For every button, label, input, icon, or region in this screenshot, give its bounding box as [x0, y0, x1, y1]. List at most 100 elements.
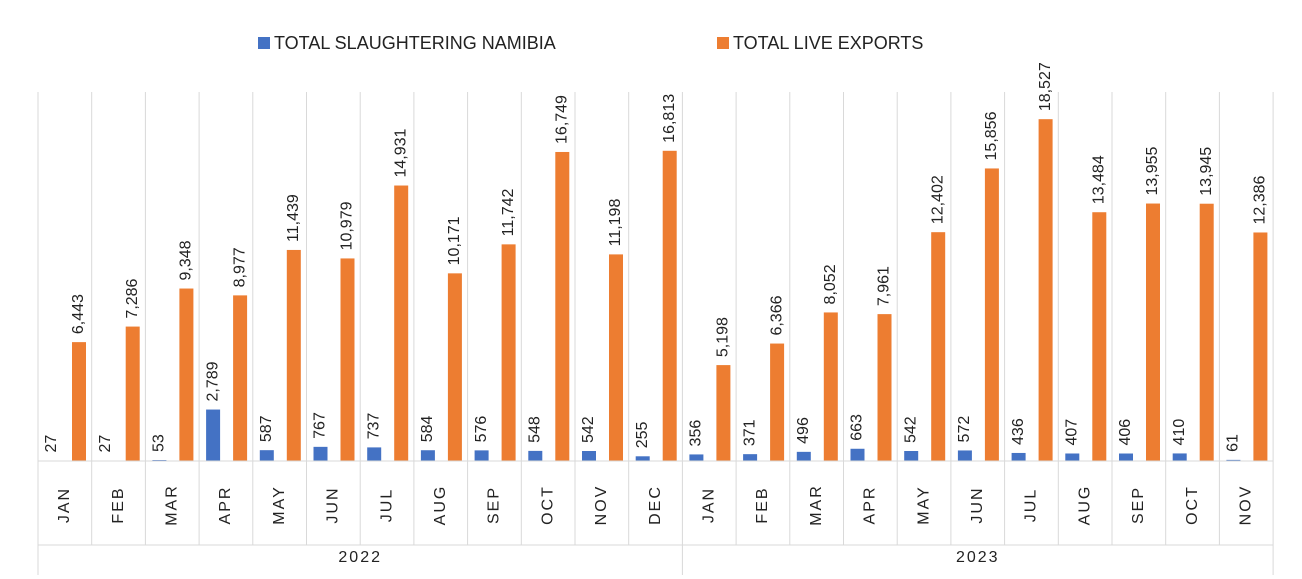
data-label: 6,443: [70, 294, 87, 334]
data-label: 12,386: [1252, 175, 1269, 224]
x-tick-label: APR: [862, 486, 879, 525]
bar: [313, 446, 328, 461]
bar: [984, 168, 999, 462]
bar: [1253, 232, 1268, 461]
data-label: 371: [741, 419, 758, 446]
bar: [420, 450, 435, 461]
bar: [716, 365, 731, 461]
bar: [850, 448, 865, 461]
legend-swatch: [717, 37, 729, 49]
data-label: 61: [1225, 434, 1242, 452]
data-label: 663: [849, 414, 866, 441]
x-tick-label: AUG: [432, 485, 449, 526]
bar: [528, 450, 543, 461]
data-label: 9,348: [178, 240, 195, 280]
bar: [1226, 459, 1241, 461]
data-label: 11,742: [500, 189, 517, 237]
data-label: 576: [473, 416, 490, 443]
bar: [501, 244, 516, 461]
x-tick-label: JUL: [378, 488, 395, 522]
x-tick-label: MAY: [271, 485, 288, 524]
x-tick-label: NOV: [1237, 485, 1254, 526]
data-label: 11,198: [607, 199, 624, 247]
bar: [233, 295, 248, 461]
data-label: 18,527: [1037, 62, 1054, 111]
data-label: 410: [1171, 419, 1188, 446]
bar: [931, 232, 946, 461]
bar: [1172, 453, 1187, 461]
bar: [555, 151, 570, 461]
bar: [179, 288, 194, 461]
legend-label: TOTAL SLAUGHTERING NAMIBIA: [274, 33, 556, 53]
data-label: 14,931: [392, 128, 409, 177]
data-label: 496: [795, 417, 812, 444]
x-tick-label: MAY: [915, 485, 932, 524]
bar: [1092, 212, 1107, 461]
bar: [743, 454, 758, 461]
data-label: 255: [634, 421, 651, 448]
data-label: 407: [1064, 419, 1081, 446]
group-label: 2022: [338, 549, 382, 566]
data-label: 13,955: [1144, 146, 1161, 195]
data-label: 2,789: [204, 361, 221, 401]
x-tick-label: MAR: [163, 484, 180, 526]
bar: [125, 326, 140, 461]
bar: [72, 342, 86, 461]
data-label: 13,945: [1198, 147, 1215, 196]
data-label: 8,977: [231, 247, 248, 287]
data-label: 11,439: [285, 194, 302, 242]
data-label: 10,171: [446, 216, 463, 265]
legend-label: TOTAL LIVE EXPORTS: [733, 33, 923, 53]
data-label: 53: [151, 434, 168, 452]
bar: [796, 451, 811, 461]
bar: [206, 409, 221, 461]
bar: [340, 258, 355, 461]
x-tick-label: AUG: [1076, 485, 1093, 526]
bar: [286, 249, 301, 461]
x-tick-label: OCT: [1184, 485, 1201, 525]
data-label: 13,484: [1091, 155, 1108, 204]
data-label: 6,366: [768, 295, 785, 335]
x-tick-label: JUN: [325, 486, 342, 523]
data-label: 542: [580, 416, 597, 443]
data-label: 542: [902, 416, 919, 443]
data-label: 587: [258, 415, 275, 442]
x-tick-label: APR: [217, 486, 234, 525]
x-tick-label: NOV: [593, 485, 610, 526]
data-label: 16,749: [554, 95, 571, 144]
group-label: 2023: [956, 549, 1000, 566]
data-label: 406: [1117, 419, 1134, 446]
data-label: 436: [1010, 418, 1027, 445]
bar: [904, 451, 919, 461]
x-tick-label: JAN: [56, 487, 73, 523]
data-label: 737: [365, 413, 382, 440]
data-label: 5,198: [715, 317, 732, 357]
bar: [877, 314, 892, 461]
x-tick-label: JUN: [969, 486, 986, 523]
data-label: 356: [688, 420, 705, 447]
data-label: 27: [97, 435, 114, 453]
bar: [367, 447, 382, 461]
x-tick-label: SEP: [1130, 486, 1147, 524]
bar: [1119, 453, 1133, 461]
bar: [823, 312, 838, 461]
bar: [609, 254, 623, 461]
data-label: 10,979: [339, 201, 356, 250]
x-tick-label: MAR: [808, 484, 825, 526]
x-tick-label: OCT: [539, 485, 556, 525]
data-label: 15,856: [983, 111, 1000, 160]
x-tick-label: DEC: [647, 485, 664, 525]
x-tick-label: JUL: [1023, 488, 1040, 522]
data-label: 27: [43, 435, 60, 453]
bar: [447, 273, 462, 461]
data-label: 8,052: [822, 264, 839, 304]
bar: [770, 343, 785, 461]
bar: [474, 450, 489, 461]
bar: [689, 454, 704, 461]
data-label: 767: [312, 412, 329, 439]
data-label: 7,961: [876, 266, 893, 306]
data-label: 584: [419, 415, 436, 442]
bar: [662, 150, 677, 461]
x-tick-label: FEB: [110, 486, 127, 523]
bar: [635, 456, 650, 461]
